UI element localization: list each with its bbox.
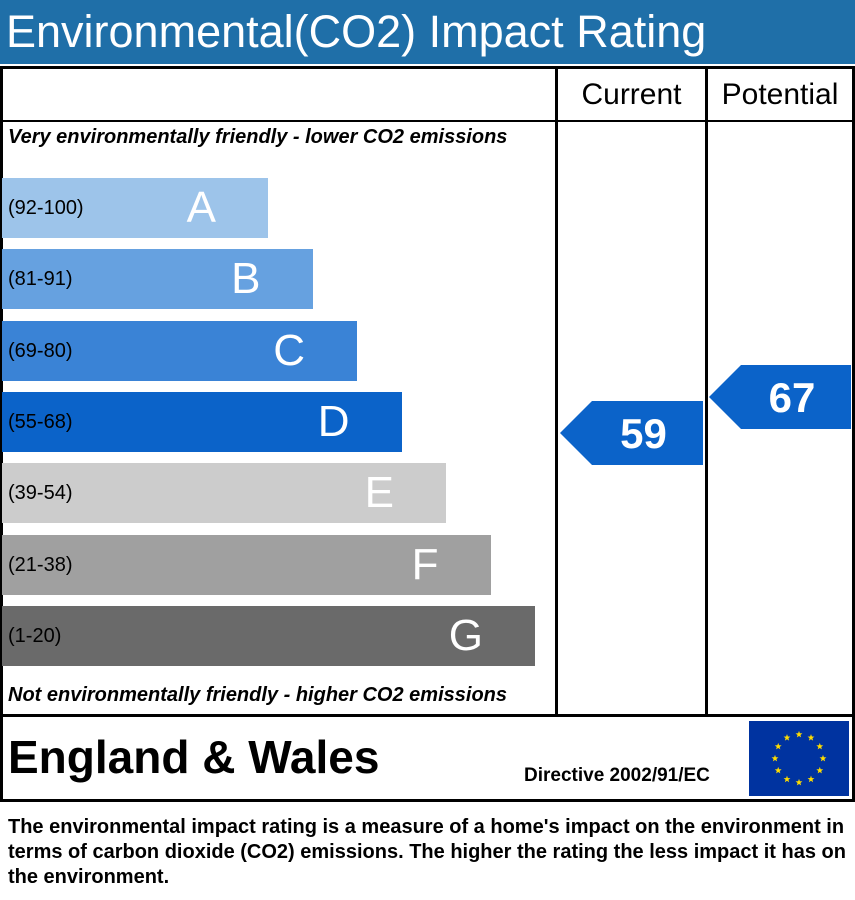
flag-star-icon [819, 754, 827, 762]
band-letter-label: G [448, 610, 483, 660]
flag-star-icon [807, 734, 815, 741]
page-title: Environmental(CO2) Impact Rating [6, 6, 707, 57]
header-row-divider [0, 120, 855, 122]
flag-star-icon [771, 754, 779, 762]
header-bar: Environmental(CO2) Impact Rating [0, 0, 855, 64]
flag-star-icon [816, 766, 824, 774]
flag-star-icon [795, 730, 803, 738]
current-rating-value: 59 [620, 410, 667, 457]
footnote-text: The environmental impact rating is a mea… [8, 816, 846, 888]
band-range-label: (55-68) [8, 410, 73, 433]
band-letter-label: D [317, 396, 350, 446]
flag-star-icon [816, 742, 824, 750]
band-g: (1-20) G [2, 605, 535, 666]
band-e: (39-54) E [2, 463, 446, 524]
eu-flag-icon [749, 721, 849, 796]
flag-star-icon [807, 775, 815, 783]
current-rating-arrow: 59 [560, 401, 703, 466]
band-letter-label: E [364, 468, 394, 518]
chart-bottom-divider [0, 714, 855, 717]
flag-star-icon [774, 742, 782, 750]
frame-right-border [852, 66, 855, 802]
band-f: (21-38) F [2, 534, 491, 595]
bottom-caption: Not environmentally friendly - higher CO… [8, 684, 507, 706]
directive-label: Directive 2002/91/EC [524, 765, 710, 786]
potential-column-header: Potential [721, 78, 839, 111]
flag-star-icon [774, 766, 782, 774]
band-range-label: (81-91) [8, 268, 73, 291]
band-letter-label: A [186, 183, 216, 232]
flag-star-icon [795, 778, 803, 786]
band-range-label: (1-20) [8, 624, 62, 647]
band-letter-label: C [273, 325, 305, 375]
band-d: (55-68) D [2, 391, 402, 452]
band-range-label: (21-38) [8, 553, 73, 576]
frame-bottom-border [0, 799, 855, 802]
flag-star-icon [783, 734, 791, 741]
band-range-label: (92-100) [8, 197, 84, 219]
frame-left-border [0, 66, 3, 802]
region-label: England & Wales [8, 731, 380, 783]
flag-star-icon [783, 775, 791, 783]
band-c: (69-80) C [2, 320, 357, 381]
band-a: (92-100) A [2, 178, 268, 238]
band-b: (81-91) B [2, 249, 313, 310]
band-letter-label: F [411, 539, 439, 589]
potential-rating-arrow-shape [709, 364, 851, 429]
current-column-header: Current [581, 78, 682, 111]
frame-top-border [0, 66, 855, 69]
current-column-left-divider [555, 66, 558, 716]
potential-column-left-divider [705, 66, 708, 716]
band-letter-label: B [231, 254, 261, 304]
potential-rating-value: 67 [769, 374, 816, 421]
current-rating-arrow-shape [560, 401, 703, 466]
band-range-label: (39-54) [8, 482, 73, 505]
band-range-label: (69-80) [8, 339, 73, 362]
top-caption: Very environmentally friendly - lower CO… [8, 126, 508, 148]
potential-rating-arrow: 67 [709, 364, 851, 429]
